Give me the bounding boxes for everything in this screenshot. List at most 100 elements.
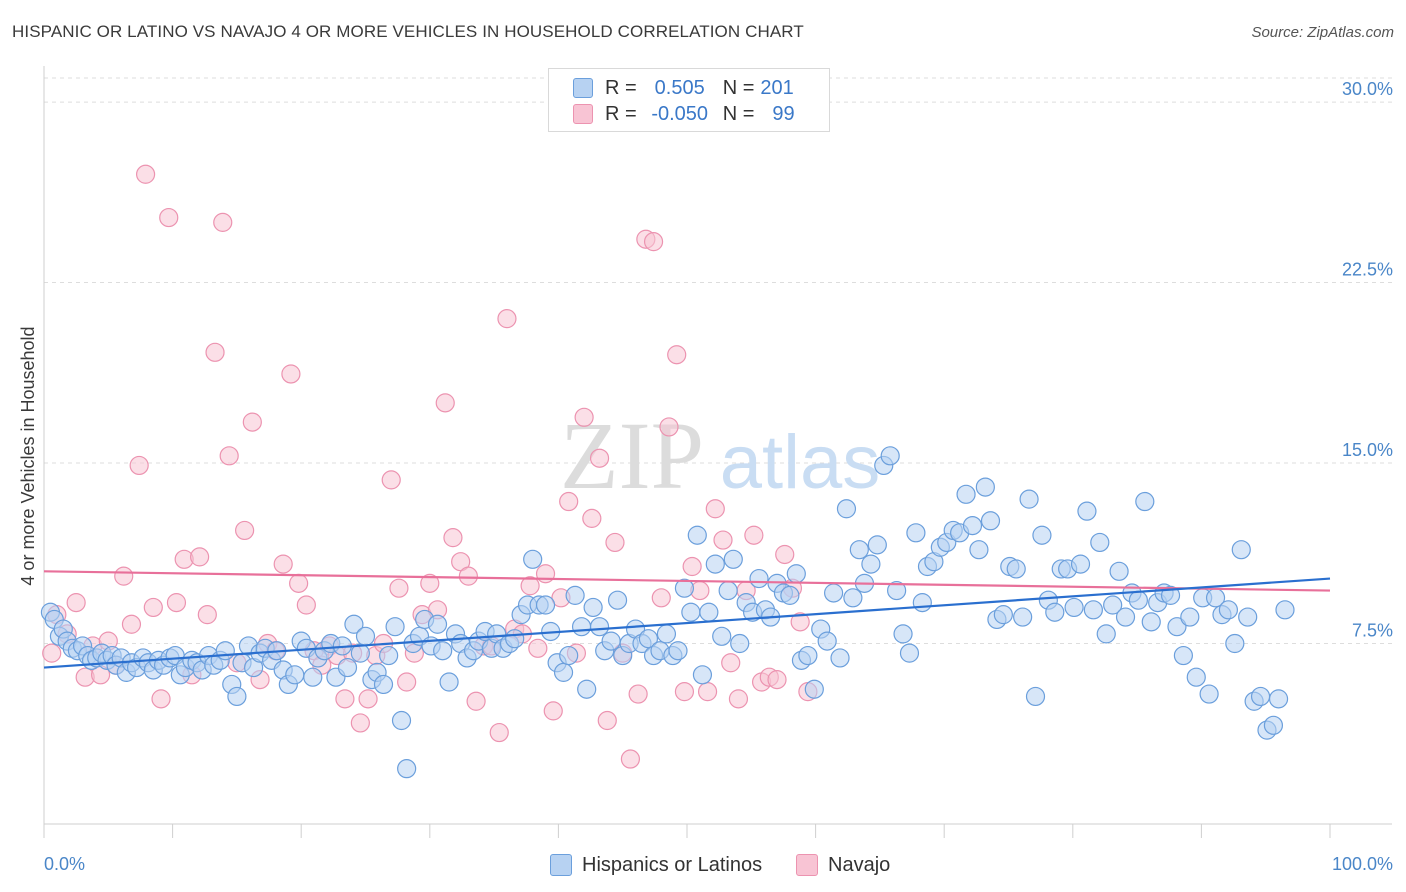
navajo-point [114, 566, 134, 586]
navajo-point [790, 612, 810, 632]
tick-labels: 7.5% 15.0% 22.5% 30.0% 0.0% 100.0% [44, 79, 1393, 874]
hispanic-point [893, 624, 913, 644]
navajo-point [775, 544, 795, 565]
navajo-point [767, 670, 787, 690]
navajo-point [121, 614, 142, 634]
hispanic-point [215, 641, 235, 661]
navajo-point [289, 573, 309, 593]
legend-r-label: R = [605, 102, 637, 125]
navajo-point [296, 595, 316, 615]
navajo-point [574, 407, 594, 427]
navajo-point [528, 638, 548, 658]
hispanic-point [385, 617, 405, 637]
hispanic-point [1199, 684, 1219, 704]
hispanic-point [1045, 602, 1065, 622]
navajo-point [489, 722, 509, 743]
navajo-point [458, 566, 478, 586]
navajo-point [166, 593, 187, 613]
hispanic-point [880, 446, 900, 466]
hispanic-point [1167, 617, 1187, 637]
hispanic-point [559, 645, 579, 666]
hispanic-point [1083, 600, 1103, 620]
navajo-point [281, 364, 301, 384]
hispanic-point [674, 578, 695, 598]
navajo-point [159, 207, 179, 228]
hispanic-point [1225, 633, 1245, 654]
hispanic-point [227, 686, 247, 707]
navajo-point [335, 689, 355, 709]
hispanic-point [1090, 532, 1110, 553]
hispanic-point [656, 624, 677, 644]
hispanic-point [962, 515, 983, 536]
hispanic-point [749, 568, 769, 589]
hispanic-point [969, 540, 989, 560]
hispanic-point [912, 593, 932, 613]
hispanic-point [344, 614, 364, 634]
hispanic-point [355, 626, 376, 646]
navajo-point [744, 525, 764, 545]
chart-title: HISPANIC OR LATINO VS NAVAJO 4 OR MORE V… [12, 22, 804, 41]
legend-r-label: R = [605, 76, 637, 99]
bottom-legend-label: Hispanics or Latinos [582, 853, 763, 876]
navajo-point [435, 393, 455, 413]
navajo-point [350, 713, 370, 733]
navajo-point [358, 689, 378, 709]
hispanic-point [867, 535, 887, 555]
navajo-point [205, 342, 225, 362]
navajo-point [674, 682, 695, 702]
y-tick-label: 30.0% [1342, 79, 1393, 99]
hispanic-point [1128, 590, 1148, 610]
hispanic-point [1231, 540, 1251, 560]
navajo-point [535, 564, 556, 584]
hispanic-point [1064, 597, 1084, 618]
hispanic-point [1135, 491, 1155, 512]
y-tick-label: 15.0% [1342, 440, 1393, 460]
navajo-point [589, 448, 610, 468]
legend-n-value: 201 [760, 76, 794, 99]
hispanic-point [571, 617, 592, 637]
hispanic-point [577, 679, 597, 699]
navajo-point [242, 412, 262, 432]
navajo-point [582, 508, 602, 528]
hispanic-point [780, 585, 800, 605]
navajo-point [667, 345, 687, 365]
x-tick-label: 100.0% [1332, 854, 1393, 874]
navajo-point [559, 491, 579, 512]
stats-legend: R = 0.505 N = 201 R = -0.050 N = 99 [548, 68, 830, 132]
legend-r-value: -0.050 [651, 102, 709, 125]
watermark-atlas: atlas [720, 420, 881, 505]
hispanic-trend-line [43, 577, 1331, 669]
hispanic-point [712, 626, 732, 646]
hispanic-point [1275, 600, 1295, 620]
hispanic-point [1186, 667, 1206, 687]
hispanic-point [993, 605, 1013, 625]
hispanic-point [601, 631, 621, 651]
hispanic-point [285, 665, 305, 685]
navajo-point [643, 232, 664, 252]
hispanic-point [523, 549, 543, 569]
navajo-point [397, 672, 417, 692]
axes [43, 66, 1392, 838]
navajo-point [628, 684, 648, 704]
navajo-point [597, 710, 617, 731]
navajo-trend-line [43, 570, 1331, 592]
legend-n-label: N = [722, 102, 755, 125]
hispanic-point [1109, 561, 1129, 581]
hispanic-point [1268, 689, 1289, 709]
hispanic-point [433, 641, 453, 661]
navajo-point [197, 605, 217, 625]
navajo-point [219, 446, 239, 466]
navajo-point [420, 573, 440, 593]
navajo-point [213, 212, 233, 232]
hispanic-point [681, 602, 701, 622]
hispanic-point [1013, 607, 1033, 627]
navajo-point [659, 417, 679, 437]
hispanic-point [1250, 686, 1271, 707]
navajo-point [190, 547, 210, 567]
navajo-point [543, 701, 563, 721]
hispanic-point [583, 597, 603, 618]
hispanic-point [1096, 624, 1116, 644]
hispanic-point [830, 648, 850, 668]
hispanic-point [824, 583, 844, 603]
